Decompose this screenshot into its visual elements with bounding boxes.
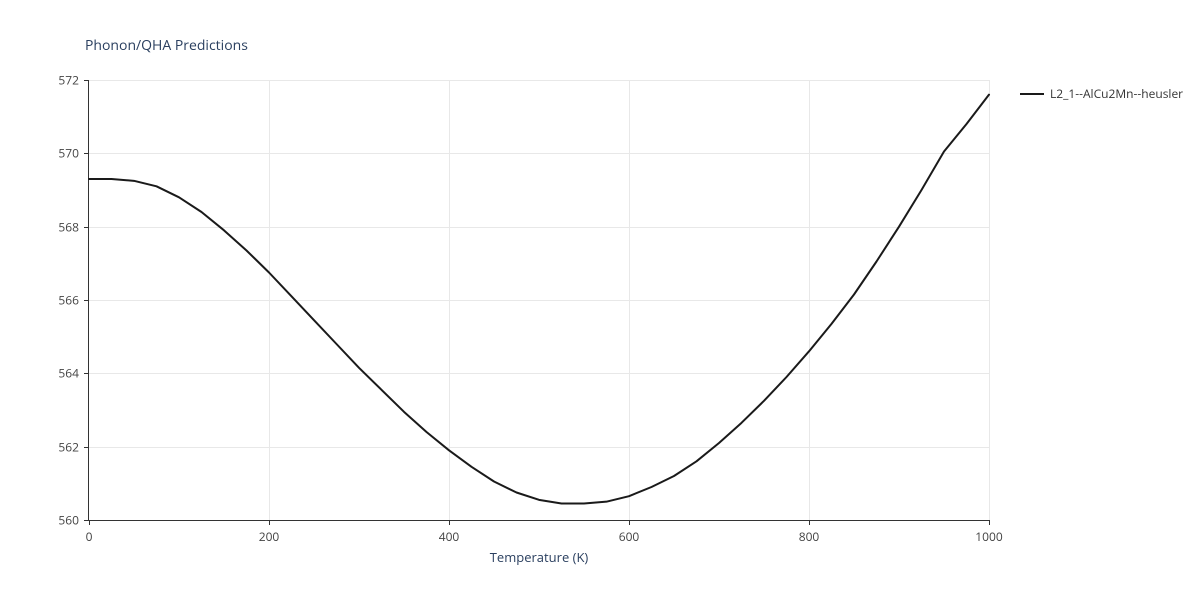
x-tick xyxy=(449,520,450,525)
legend: L2_1--AlCu2Mn--heusler xyxy=(1020,85,1183,102)
legend-swatch xyxy=(1020,93,1044,95)
series-line xyxy=(89,95,989,504)
plot-area: 02004006008001000560562564566568570572 T… xyxy=(88,80,989,521)
chart-title: Phonon/QHA Predictions xyxy=(85,36,248,55)
x-tick xyxy=(269,520,270,525)
y-tick-label: 560 xyxy=(58,512,79,529)
y-tick-label: 564 xyxy=(58,365,79,382)
legend-label: L2_1--AlCu2Mn--heusler xyxy=(1050,85,1183,102)
y-tick-label: 570 xyxy=(58,145,79,162)
x-tick xyxy=(809,520,810,525)
x-tick-label: 800 xyxy=(799,528,820,545)
y-tick xyxy=(84,520,89,521)
x-tick-label: 1000 xyxy=(975,528,1002,545)
y-tick-label: 562 xyxy=(58,438,79,455)
series-layer xyxy=(89,80,989,520)
y-tick-label: 572 xyxy=(58,72,79,89)
x-tick-label: 600 xyxy=(619,528,640,545)
x-tick xyxy=(989,520,990,525)
x-tick-label: 200 xyxy=(259,528,280,545)
x-tick xyxy=(629,520,630,525)
x-tick-label: 400 xyxy=(439,528,460,545)
y-tick-label: 566 xyxy=(58,292,79,309)
x-tick xyxy=(89,520,90,525)
x-tick-label: 0 xyxy=(86,528,93,545)
grid-line-vertical xyxy=(989,80,990,520)
y-tick-label: 568 xyxy=(58,218,79,235)
chart-container: Phonon/QHA Predictions 02004006008001000… xyxy=(0,0,1200,600)
x-axis-label: Temperature (K) xyxy=(490,548,589,566)
